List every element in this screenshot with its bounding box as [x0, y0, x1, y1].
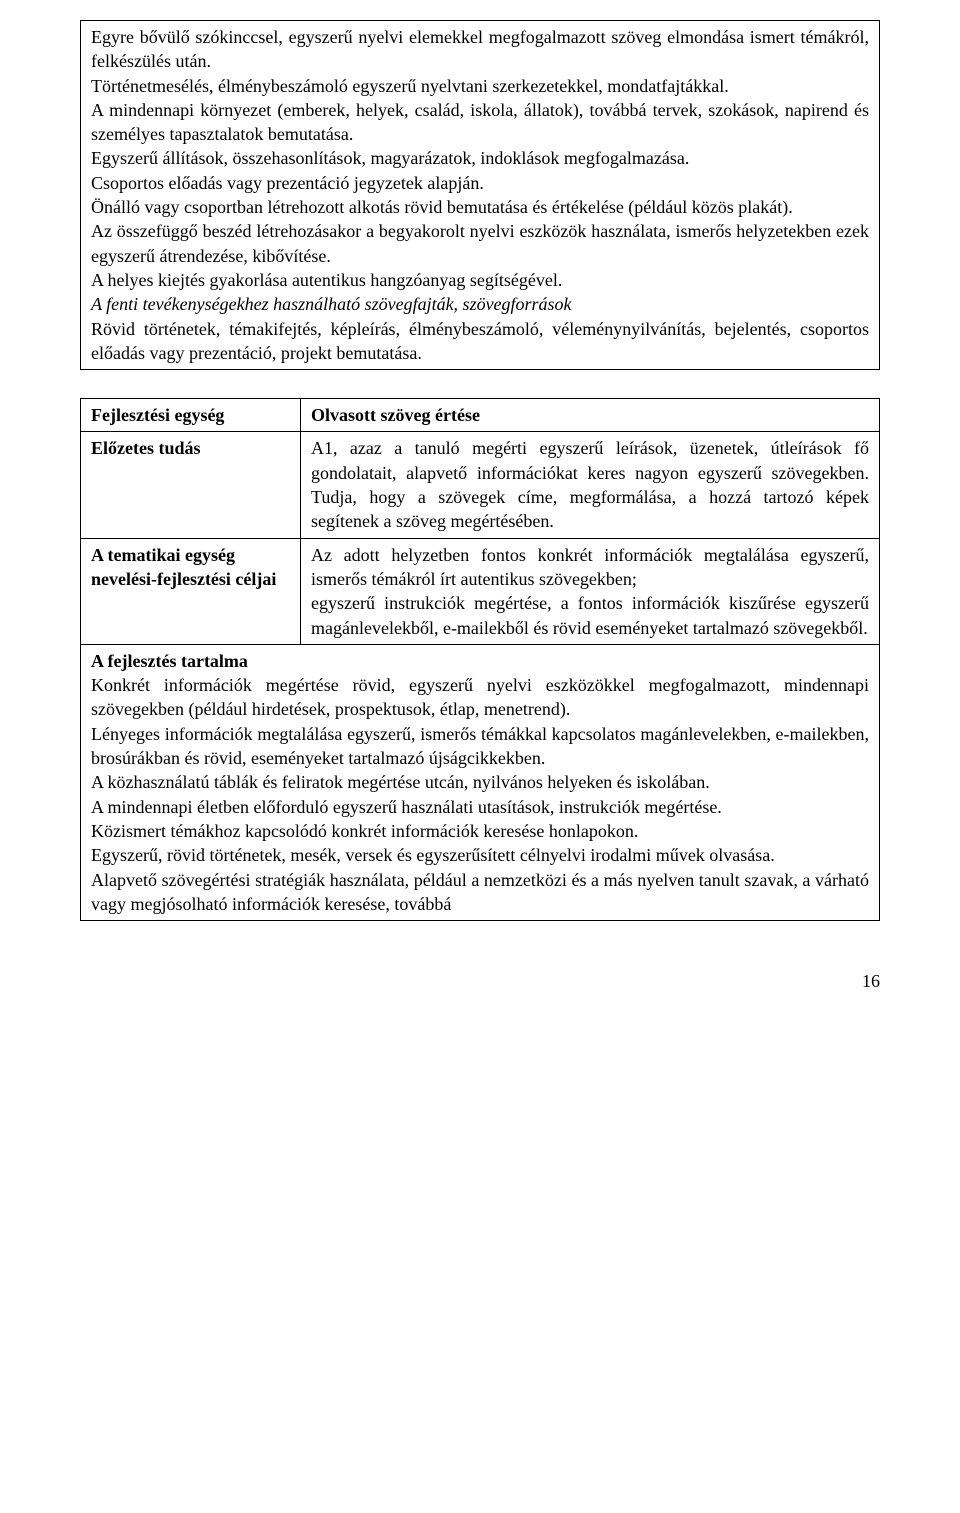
content-fejlesztes-tartalma: Konkrét információk megértése rövid, egy… [81, 673, 879, 920]
value-elozetes-tudas: A1, azaz a tanuló megérti egyszerű leírá… [301, 432, 879, 537]
box1-p3: A mindennapi környezet (emberek, helyek,… [91, 98, 869, 147]
page-number: 16 [80, 969, 880, 993]
row-fejlesztesi-egyseg: Fejlesztési egység Olvasott szöveg értés… [81, 399, 879, 432]
r4-p6: Egyszerű, rövid történetek, mesék, verse… [91, 843, 869, 867]
r3-b: egyszerű instrukciók megértése, a fontos… [311, 593, 869, 637]
box1-p10: Rövid történetek, témakifejtés, képleírá… [91, 317, 869, 366]
box1-p6: Önálló vagy csoportban létrehozott alkot… [91, 195, 869, 219]
r4-p2: Lényeges információk megtalálása egyszer… [91, 722, 869, 771]
box1-p7: Az összefüggő beszéd létrehozásakor a be… [91, 219, 869, 268]
row-fejlesztes-tartalma: A fejlesztés tartalma Konkrét információ… [81, 645, 879, 920]
value-olvasott-szoveg: Olvasott szöveg értése [301, 399, 879, 431]
r4-p1: Konkrét információk megértése rövid, egy… [91, 673, 869, 722]
r4-p3: A közhasználatú táblák és feliratok megé… [91, 770, 869, 794]
content-box-1: Egyre bővülő szókinccsel, egyszerű nyelv… [80, 20, 880, 370]
r3-a: Az adott helyzetben fontos konkrét infor… [311, 545, 869, 589]
label-elozetes-tudas: Előzetes tudás [81, 432, 301, 537]
box1-p9-italic: A fenti tevékenységekhez használható szö… [91, 292, 869, 316]
box1-p8: A helyes kiejtés gyakorlása autentikus h… [91, 268, 869, 292]
value-tematikai-egyseg: Az adott helyzetben fontos konkrét infor… [301, 539, 879, 644]
box1-p4: Egyszerű állítások, összehasonlítások, m… [91, 146, 869, 170]
heading-fejlesztes-tartalma: A fejlesztés tartalma [81, 645, 879, 673]
box1-p5: Csoportos előadás vagy prezentáció jegyz… [91, 171, 869, 195]
r4-p4: A mindennapi életben előforduló egyszerű… [91, 795, 869, 819]
r4-p5: Közismert témákhoz kapcsolódó konkrét in… [91, 819, 869, 843]
box1-content: Egyre bővülő szókinccsel, egyszerű nyelv… [81, 21, 879, 369]
label-tematikai-egyseg: A tematikai egység nevelési-fejlesztési … [81, 539, 301, 644]
label-fejlesztesi-egyseg: Fejlesztési egység [81, 399, 301, 431]
content-box-2: Fejlesztési egység Olvasott szöveg értés… [80, 398, 880, 921]
box1-p1: Egyre bővülő szókinccsel, egyszerű nyelv… [91, 25, 869, 74]
box1-p2: Történetmesélés, élménybeszámoló egyszer… [91, 74, 869, 98]
row-elozetes-tudas: Előzetes tudás A1, azaz a tanuló megérti… [81, 432, 879, 538]
r4-p7: Alapvető szövegértési stratégiák használ… [91, 868, 869, 917]
row-tematikai-egyseg: A tematikai egység nevelési-fejlesztési … [81, 539, 879, 645]
